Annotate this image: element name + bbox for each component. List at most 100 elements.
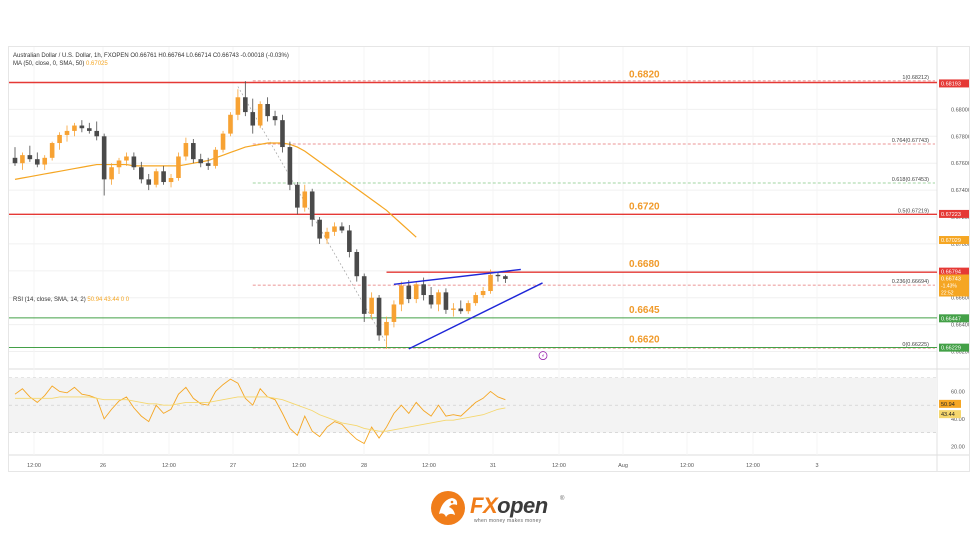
price-tag-label: 0.68193	[941, 81, 961, 87]
ma-legend: MA (50, close, 0, SMA, 50) 0.67025	[13, 61, 108, 67]
candle-body	[116, 160, 122, 168]
price-tag	[939, 267, 969, 276]
x-tick-label: Aug	[618, 463, 628, 469]
lightning-icon: ⚡	[541, 354, 545, 360]
candle-body	[436, 292, 441, 305]
candle-body	[302, 191, 308, 208]
candle-body	[168, 178, 174, 183]
candle-body	[205, 163, 211, 166]
brand-name: FXopen	[470, 493, 548, 519]
x-tick-label: 12:00	[162, 463, 176, 469]
x-tick-label: 12:00	[27, 463, 41, 469]
rsi-tag	[939, 399, 961, 408]
candle-body	[64, 130, 70, 135]
price-tag-label: 0.67029	[941, 238, 961, 244]
rsi-label: RSI (14, close, SMA, 14, 2)	[13, 297, 86, 303]
candle-body	[57, 134, 62, 144]
chart-canvas[interactable]: 0.68000 0.67800 0.67600 0.67400 0.67200 0.670…	[9, 47, 970, 472]
candle-body	[20, 155, 25, 164]
dragon-logo-icon	[431, 491, 465, 525]
candle-body	[94, 130, 100, 137]
price-tag	[939, 274, 969, 297]
candle-body	[79, 125, 85, 129]
brand-tagline: when money makes money	[474, 518, 542, 524]
candle-body	[198, 159, 204, 164]
candle-body	[354, 251, 360, 277]
y-tick-label: 0.66200	[951, 350, 970, 356]
price-tag	[939, 236, 969, 245]
fib-label: 0(0.66225)	[902, 342, 929, 348]
candle-body	[324, 231, 330, 239]
fxopen-logo: FXopen ® when money makes money	[430, 488, 570, 528]
price-tag-extra: 22:52	[941, 290, 954, 296]
price-tag	[939, 314, 969, 323]
candle-body	[49, 143, 55, 158]
price-tag-label: 0.66743	[941, 276, 961, 282]
candle-body	[384, 321, 389, 336]
ohlc-open: O0.66761	[130, 53, 157, 59]
x-tick-label: 12:00	[552, 463, 566, 469]
candle-body	[428, 295, 434, 305]
rsi-tag-label: 43.44	[941, 412, 955, 418]
brand-open: open	[497, 493, 548, 518]
candle-body	[488, 274, 493, 292]
candle-body	[265, 104, 270, 117]
fib-label: 0.764(0.67743)	[892, 138, 929, 144]
chart-frame[interactable]: 0.68000 0.67800 0.67600 0.67400 0.67200 0.670…	[8, 46, 970, 472]
candle-body	[12, 157, 18, 164]
candle-body	[243, 97, 248, 113]
candle-body	[139, 167, 144, 180]
chart-legend: Australian Dollar / U.S. Dollar, 1h, FXO…	[13, 53, 289, 59]
candle-body	[213, 149, 218, 166]
candle-body	[376, 297, 382, 336]
y-tick-label: 0.66400	[951, 323, 970, 329]
candle-body	[287, 147, 293, 185]
candle-body	[495, 274, 501, 277]
candle-body	[131, 156, 137, 168]
candle-body	[191, 143, 196, 160]
candle-body	[34, 159, 40, 165]
fib-label: 1(0.68212)	[902, 75, 929, 81]
candle-body	[146, 179, 152, 185]
candle-body	[361, 276, 367, 314]
candle-body	[87, 128, 92, 131]
x-tick-label: 12:00	[422, 463, 436, 469]
y-tick-label: 0.68000	[951, 107, 970, 113]
rsi-legend: RSI (14, close, SMA, 14, 2) 50.94 43.44 …	[13, 297, 129, 303]
lower-trendline	[408, 282, 543, 350]
candle-body	[124, 156, 129, 161]
ohlc-close: C0.66743	[212, 53, 239, 59]
candle-body	[406, 285, 412, 300]
brand-registered: ®	[560, 496, 565, 502]
upper-trendline	[393, 268, 521, 285]
x-tick-label: 27	[230, 463, 236, 469]
fib-label: 0.5(0.67219)	[898, 208, 929, 214]
rsi-ma-line	[15, 396, 506, 432]
candle-body	[421, 284, 426, 296]
price-tag	[939, 343, 969, 352]
ohlc-change: -0.00018 (-0.03%)	[240, 53, 289, 59]
candle-body	[161, 171, 166, 183]
candle-body	[332, 226, 337, 232]
x-tick-label: 28	[361, 463, 367, 469]
symbol-title: Australian Dollar / U.S. Dollar, 1h, FXO…	[13, 53, 129, 59]
fib-label: 0.236(0.66694)	[892, 279, 929, 285]
ma-value: 0.67025	[86, 61, 108, 67]
candle-body	[101, 136, 107, 180]
candle-body	[153, 171, 159, 185]
candle-body	[257, 104, 263, 126]
candle-body	[280, 120, 285, 148]
candle-body	[503, 276, 508, 279]
ma-label: MA (50, close, 0, SMA, 50)	[13, 61, 85, 67]
y-tick-label: 0.67600	[951, 161, 970, 167]
candle-body	[473, 295, 478, 304]
candle-body	[399, 285, 404, 305]
price-tag	[939, 79, 969, 88]
rsi-tag-label: 50.94	[941, 402, 955, 408]
rsi-y-tick-label: 60.00	[951, 389, 965, 395]
x-tick-label: 12:00	[680, 463, 694, 469]
level-label: 0.6680	[629, 259, 660, 270]
y-tick-label: 0.67000	[951, 242, 970, 248]
candle-body	[369, 297, 374, 314]
brand-fx: FX	[470, 493, 498, 518]
